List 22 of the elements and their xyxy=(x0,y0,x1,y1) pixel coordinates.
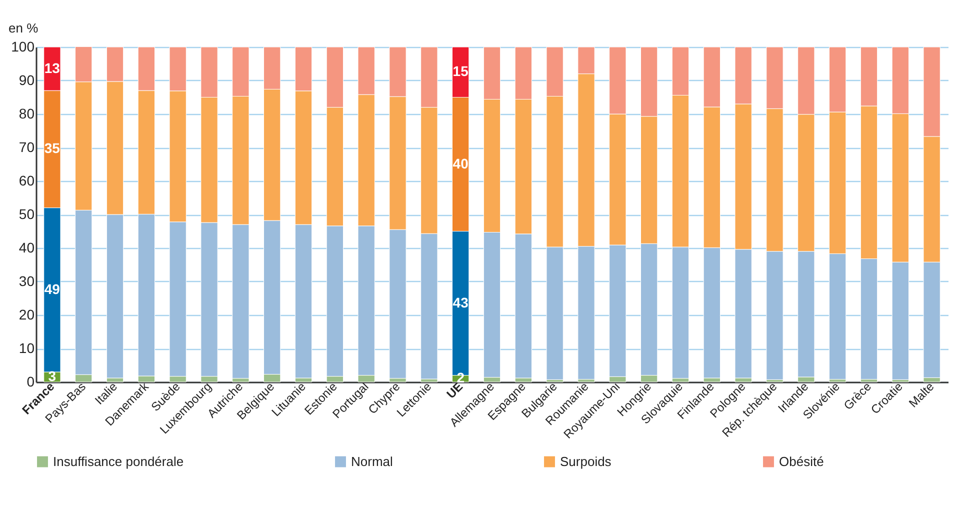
y-axis-title: en % xyxy=(8,20,39,36)
y-tick-label: 10 xyxy=(18,340,35,356)
data-label: 15 xyxy=(452,63,469,80)
data-label: 13 xyxy=(44,60,60,76)
data-label: 3 xyxy=(48,368,56,384)
y-tick-label: 90 xyxy=(18,72,35,88)
data-label: 40 xyxy=(452,155,469,172)
y-tick-label: 100 xyxy=(11,38,35,54)
y-tick-label: 20 xyxy=(18,306,35,322)
data-label: 49 xyxy=(44,280,60,297)
legend-label: Surpoids xyxy=(560,454,612,469)
y-tick-label: 70 xyxy=(18,139,35,155)
y-tick-label: 40 xyxy=(18,240,35,256)
legend-label: Insuffisance pondérale xyxy=(53,454,184,469)
legend-label: Obésité xyxy=(779,454,824,469)
y-tick-label: 60 xyxy=(18,172,35,188)
legend-label: Normal xyxy=(351,454,394,469)
data-label: 43 xyxy=(452,294,469,310)
y-tick-label: 50 xyxy=(18,206,35,222)
data-label: 35 xyxy=(44,140,60,156)
y-tick-label: 80 xyxy=(18,106,35,122)
y-tick-label: 30 xyxy=(18,273,35,289)
